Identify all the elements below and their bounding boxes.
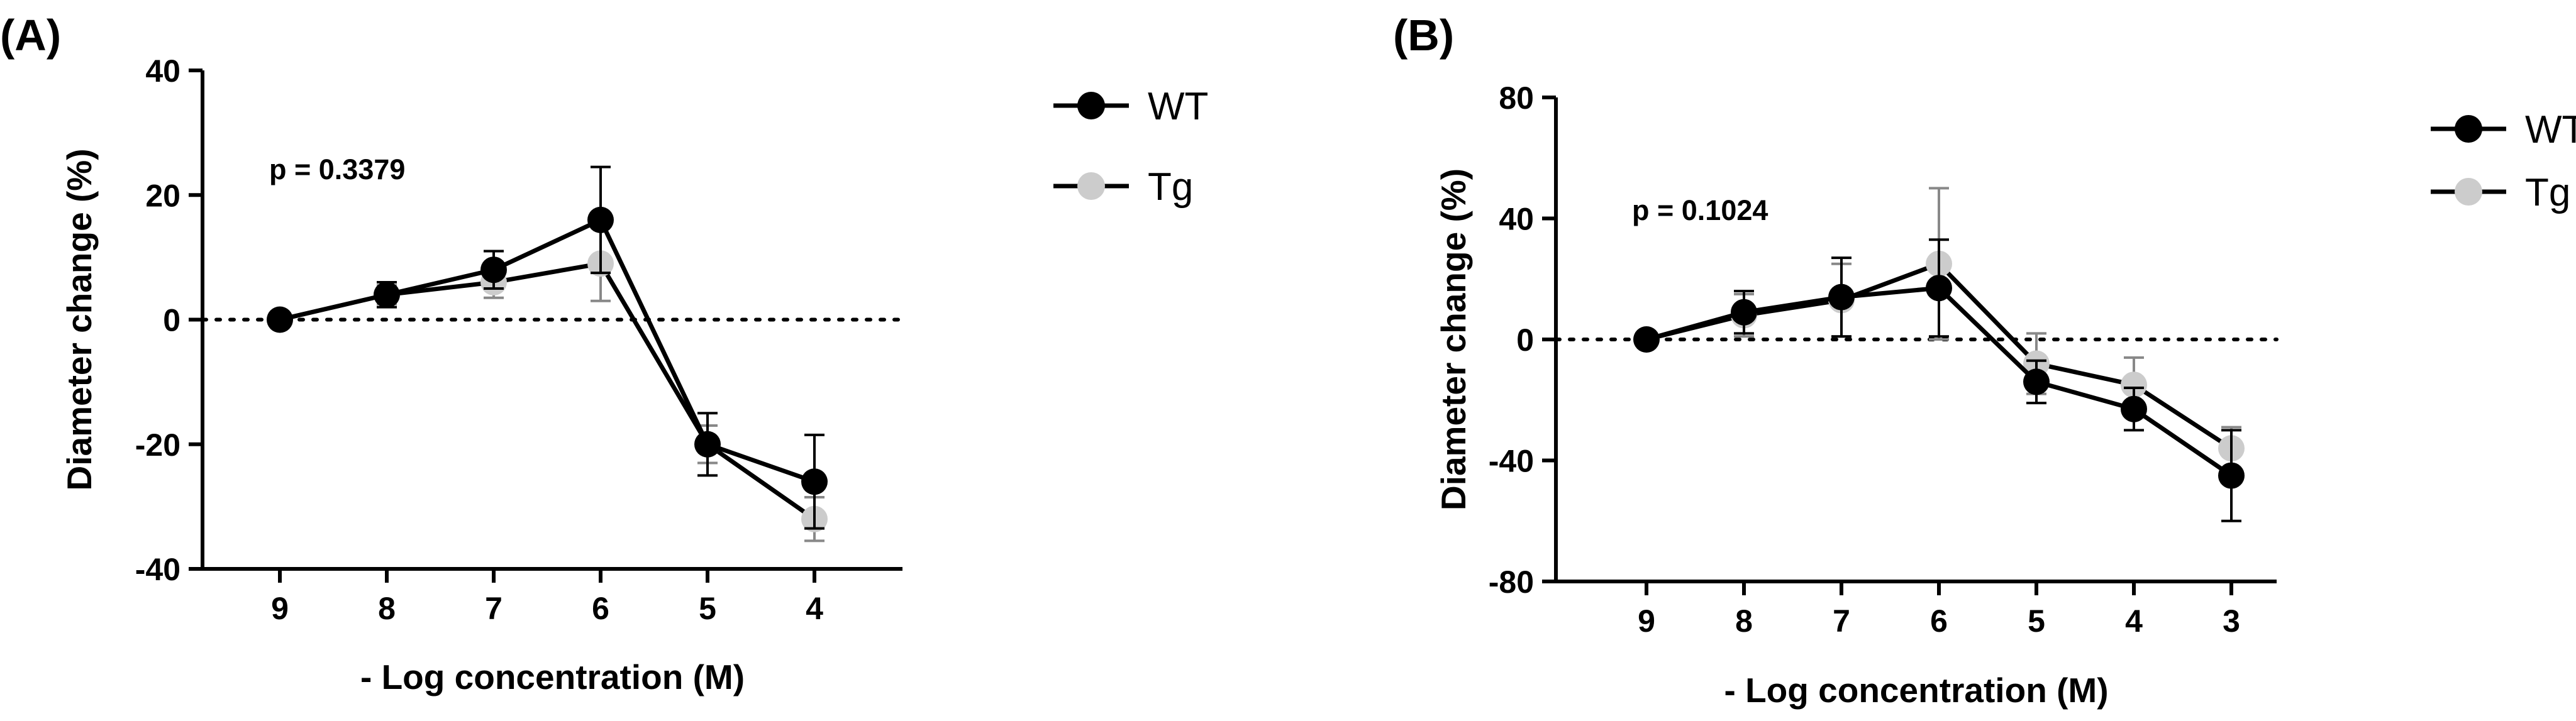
panel-a-legend-swatch-marker (1077, 172, 1105, 200)
panel-a-y-tick-label: 20 (145, 178, 180, 213)
panel-a-x-tick-label: 8 (378, 591, 396, 626)
panel-a-legend-label: WT (1148, 85, 1208, 128)
panel-a-x-tick-label: 9 (271, 591, 289, 626)
panel-a-series-wt-point (587, 206, 614, 233)
panel-b-series-wt-point (1926, 275, 1952, 302)
panel-b-legend-wt: WT (2431, 108, 2576, 151)
panel-a-series-wt-point (480, 256, 507, 283)
panel-b-legend-label: WT (2525, 108, 2576, 151)
panel-b-x-axis-label: - Log concentration (M) (1724, 671, 2108, 710)
panel-b-legend-swatch-marker (2455, 178, 2482, 206)
panel-b-series-wt-point (1828, 283, 1855, 311)
panel-a-label: (A) (0, 11, 61, 60)
panel-b-x-tick-label: 3 (2223, 603, 2240, 639)
panel-a-p-value-annotation: p = 0.3379 (269, 153, 405, 185)
panel-b-legend-label: Tg (2525, 171, 2570, 214)
panel-b-x-tick-label: 5 (2028, 603, 2045, 639)
panel-b-series-wt-point (1633, 326, 1660, 353)
panel-a-y-tick-label: 0 (163, 303, 180, 338)
panel-b-x-tick-label: 9 (1638, 603, 1655, 639)
panel-b-label: (B) (1393, 11, 1454, 60)
panel-b-y-tick-label: 40 (1499, 202, 1534, 237)
panel-a-y-tick-label: 40 (145, 53, 180, 89)
panel-b-y-tick-label: -80 (1489, 564, 1534, 600)
panel-a-legend-tg: Tg (1053, 165, 1193, 209)
panel-b-y-tick-label: 80 (1499, 80, 1534, 116)
panel-a-x-tick-label: 5 (699, 591, 716, 626)
panel-b-p-value-annotation: p = 0.1024 (1632, 194, 1768, 226)
panel-a-series-wt-line (279, 217, 816, 484)
panel-b-y-tick-label: 0 (1516, 322, 1534, 358)
panel-a-series-tg (267, 224, 828, 542)
panel-a-x-tick-label: 4 (806, 591, 823, 626)
panel-b-x-tick-label: 4 (2125, 603, 2143, 639)
panel-b-series-wt-point (2023, 368, 2050, 395)
panel-b-legend-swatch-marker (2455, 115, 2482, 143)
panel-b-x-tick-label: 7 (1833, 603, 1850, 639)
panel-b-series-tg-point (2121, 372, 2147, 399)
panel-b-series-wt-point (2218, 462, 2245, 489)
panel-b-y-tick-label: -40 (1489, 444, 1534, 479)
panel-b-series-wt-point (1731, 299, 1757, 326)
panel-a-legend-wt: WT (1053, 85, 1208, 128)
panel-b-y-axis-label: Diameter change (%) (1434, 168, 1473, 510)
panel-a-series-wt (267, 165, 828, 530)
panel-a-chart: (A) 40 20 0 -20 -40 9 8 7 6 5 4 - Log concentration… (0, 11, 1208, 696)
panel-b-chart: (B) 80 40 0 -40 -80 9 8 7 6 5 4 3 - Log concentratio… (1393, 11, 2576, 710)
panel-a-y-tick-label: -20 (135, 427, 180, 463)
panel-a-y-tick-label: -40 (135, 552, 180, 587)
panel-b-x-tick-label: 8 (1735, 603, 1753, 639)
panel-a-legend-label: Tg (1148, 165, 1193, 209)
panel-a-x-tick-label: 7 (485, 591, 502, 626)
panel-b-legend-tg: Tg (2431, 171, 2570, 214)
panel-a-y-axis-label: Diameter change (%) (60, 148, 99, 490)
panel-b-series-wt-point (2121, 395, 2147, 422)
panel-b-series-wt (1633, 238, 2245, 522)
panel-b-x-tick-label: 6 (1930, 603, 1948, 639)
panel-a-series-wt-point (801, 468, 828, 495)
panel-a-x-axis-label: - Log concentration (M) (360, 658, 745, 696)
panel-a-legend-swatch-marker (1077, 92, 1105, 119)
panel-a-series-wt-point (694, 431, 721, 458)
panel-a-series-wt-point (374, 281, 400, 308)
panel-a-x-tick-label: 6 (592, 591, 609, 626)
panel-a-series-wt-point (267, 306, 293, 333)
